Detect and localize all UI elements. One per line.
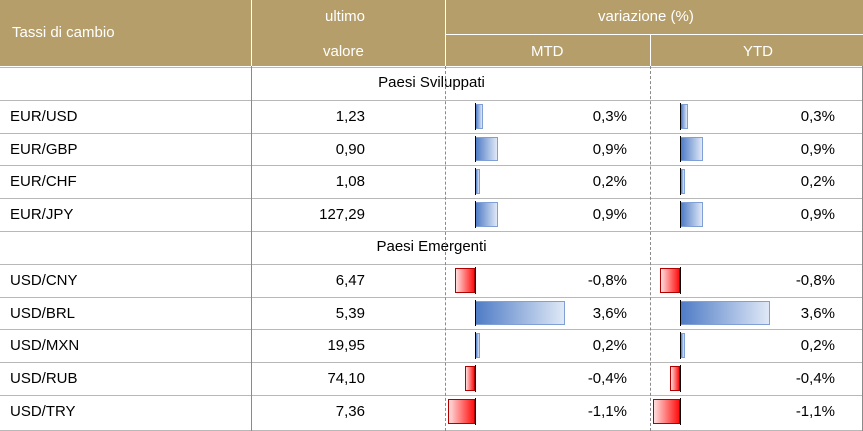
header-divider-2 — [445, 0, 446, 66]
ytd-axis — [680, 103, 681, 130]
table-cell-pair: USD/BRL — [10, 305, 75, 322]
ytd-bar — [680, 202, 703, 227]
body-divider-2 — [445, 66, 446, 431]
section-title: Paesi Sviluppati — [0, 74, 863, 91]
table-cell-mtd: -1,1% — [547, 403, 627, 420]
mtd-axis — [475, 300, 476, 327]
ytd-axis — [680, 168, 681, 195]
section-title: Paesi Emergenti — [0, 238, 863, 255]
table-cell-value: 0,90 — [245, 141, 365, 158]
row-border — [0, 329, 863, 330]
table-cell-ytd: -0,4% — [755, 370, 835, 387]
header-mtd: MTD — [531, 43, 564, 60]
mtd-bar — [448, 399, 476, 424]
ytd-axis — [680, 136, 681, 163]
row-border — [0, 362, 863, 363]
row-border — [0, 133, 863, 134]
table-cell-pair: EUR/JPY — [10, 206, 73, 223]
ytd-axis — [680, 365, 681, 392]
mtd-axis — [475, 365, 476, 392]
table-cell-value: 1,08 — [245, 173, 365, 190]
table-cell-pair: EUR/CHF — [10, 173, 77, 190]
table-cell-pair: USD/MXN — [10, 337, 79, 354]
table-cell-ytd: 0,9% — [755, 206, 835, 223]
header-divider-4 — [650, 34, 651, 66]
table-cell-ytd: -1,1% — [755, 403, 835, 420]
table-cell-value: 6,47 — [245, 272, 365, 289]
ytd-axis — [680, 201, 681, 228]
table-cell-mtd: 0,9% — [547, 141, 627, 158]
header-pair-label: Tassi di cambio — [12, 24, 115, 41]
table-cell-mtd: 0,2% — [547, 173, 627, 190]
table-cell-ytd: 0,3% — [755, 108, 835, 125]
table-cell-mtd: 0,9% — [547, 206, 627, 223]
table-cell-ytd: 3,6% — [755, 305, 835, 322]
table-cell-pair: EUR/USD — [10, 108, 78, 125]
ytd-axis — [680, 332, 681, 359]
ytd-bar — [670, 366, 680, 391]
mtd-axis — [475, 332, 476, 359]
table-cell-pair: USD/CNY — [10, 272, 78, 289]
table-cell-mtd: -0,4% — [547, 370, 627, 387]
row-border — [0, 198, 863, 199]
mtd-axis — [475, 267, 476, 294]
table-cell-mtd: 0,2% — [547, 337, 627, 354]
row-border — [0, 264, 863, 265]
mtd-bar — [475, 104, 483, 129]
row-border — [0, 100, 863, 101]
table-cell-pair: USD/RUB — [10, 370, 78, 387]
table-cell-ytd: 0,9% — [755, 141, 835, 158]
header-last-value-line1: ultimo — [325, 8, 365, 25]
header-divider-1 — [251, 0, 252, 66]
mtd-axis — [475, 201, 476, 228]
table-cell-value: 7,36 — [245, 403, 365, 420]
ytd-bar — [653, 399, 681, 424]
header-last-value-line2: valore — [323, 43, 364, 60]
table-cell-ytd: -0,8% — [755, 272, 835, 289]
table-cell-pair: USD/TRY — [10, 403, 76, 420]
mtd-bar — [455, 268, 475, 293]
mtd-bar — [475, 137, 498, 162]
section-top-border — [0, 231, 863, 232]
header-divider-3 — [446, 34, 863, 35]
body-divider-1 — [251, 66, 252, 431]
row-border — [0, 165, 863, 166]
table-cell-value: 5,39 — [245, 305, 365, 322]
ytd-axis — [680, 398, 681, 425]
table-cell-value: 1,23 — [245, 108, 365, 125]
section-top-border — [0, 67, 863, 68]
table-cell-value: 19,95 — [245, 337, 365, 354]
mtd-bar — [465, 366, 475, 391]
ytd-bar — [660, 268, 680, 293]
mtd-axis — [475, 136, 476, 163]
table-cell-ytd: 0,2% — [755, 337, 835, 354]
table-cell-mtd: -0,8% — [547, 272, 627, 289]
body-divider-3 — [650, 66, 651, 431]
ytd-bar — [680, 104, 688, 129]
table-cell-mtd: 3,6% — [547, 305, 627, 322]
header-variation-group: variazione (%) — [598, 8, 694, 25]
ytd-axis — [680, 267, 681, 294]
table-header — [0, 0, 863, 66]
ytd-axis — [680, 300, 681, 327]
mtd-axis — [475, 168, 476, 195]
table-cell-ytd: 0,2% — [755, 173, 835, 190]
header-ytd: YTD — [743, 43, 773, 60]
ytd-bar — [680, 137, 703, 162]
mtd-axis — [475, 103, 476, 130]
table-cell-mtd: 0,3% — [547, 108, 627, 125]
table-cell-value: 127,29 — [245, 206, 365, 223]
row-border — [0, 297, 863, 298]
table-cell-pair: EUR/GBP — [10, 141, 78, 158]
table-cell-value: 74,10 — [245, 370, 365, 387]
mtd-bar — [475, 202, 498, 227]
mtd-axis — [475, 398, 476, 425]
row-border — [0, 395, 863, 396]
